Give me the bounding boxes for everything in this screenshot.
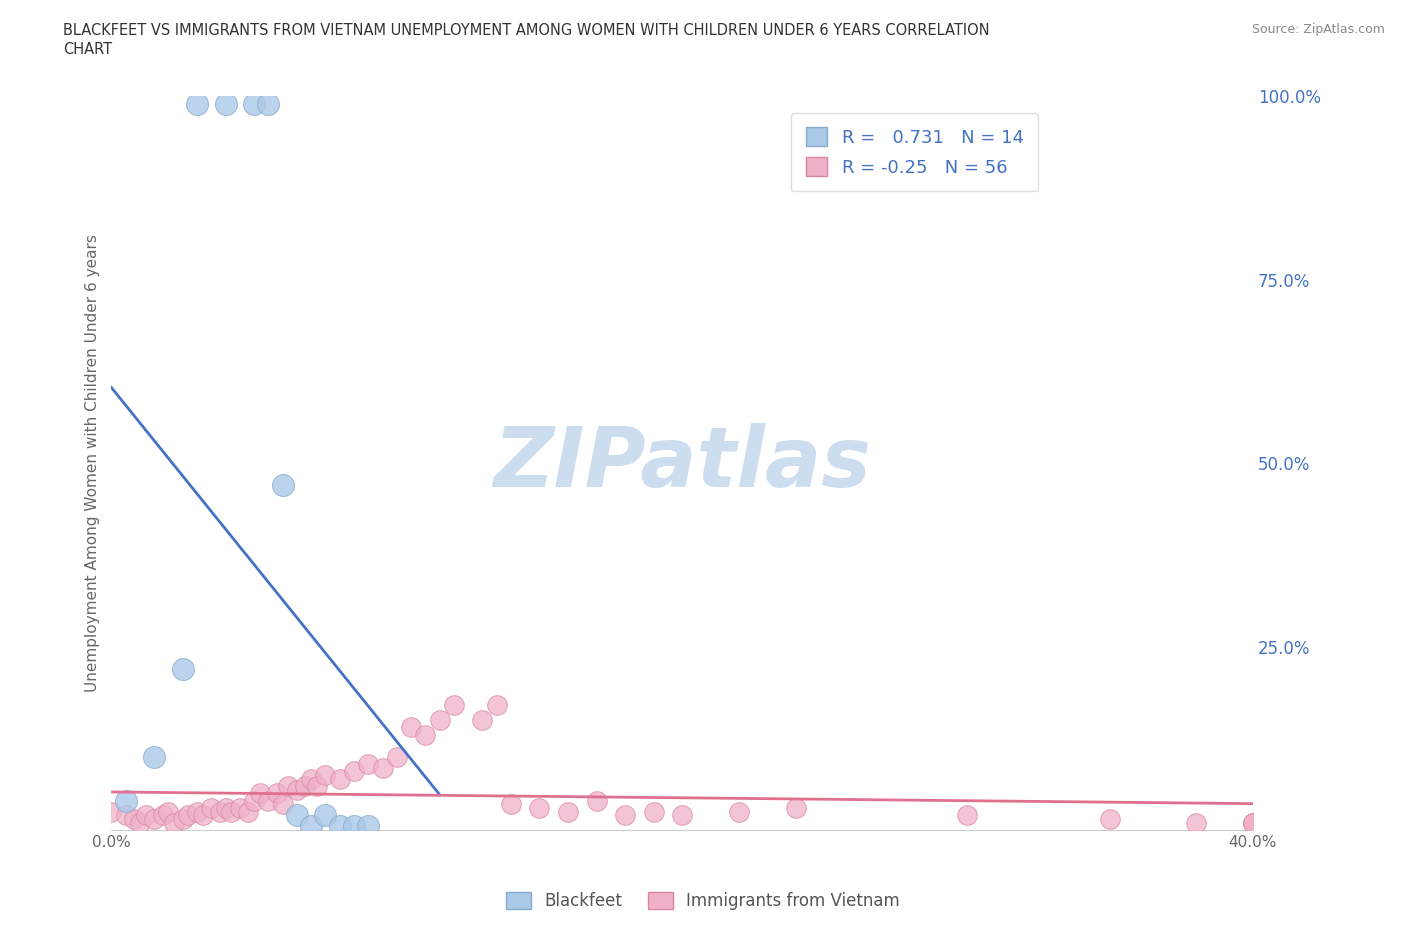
Point bbox=[343, 819, 366, 834]
Point bbox=[1241, 816, 1264, 830]
Point bbox=[114, 793, 136, 808]
Point bbox=[257, 793, 280, 808]
Y-axis label: Unemployment Among Women with Children Under 6 years: Unemployment Among Women with Children U… bbox=[86, 234, 100, 692]
Point bbox=[385, 750, 408, 764]
Point bbox=[200, 801, 222, 816]
Point bbox=[152, 808, 174, 823]
Point bbox=[238, 804, 260, 819]
Point bbox=[614, 808, 637, 823]
Point bbox=[305, 778, 328, 793]
Point bbox=[277, 778, 299, 793]
Point bbox=[357, 757, 380, 772]
Point bbox=[219, 804, 242, 819]
Point bbox=[172, 661, 194, 676]
Point bbox=[257, 97, 280, 112]
Point bbox=[529, 801, 551, 816]
Point bbox=[643, 804, 665, 819]
Point bbox=[172, 812, 194, 827]
Point bbox=[585, 793, 607, 808]
Point bbox=[956, 808, 979, 823]
Point bbox=[671, 808, 693, 823]
Point bbox=[728, 804, 751, 819]
Point bbox=[100, 804, 122, 819]
Point bbox=[229, 801, 252, 816]
Point bbox=[443, 698, 465, 712]
Text: Source: ZipAtlas.com: Source: ZipAtlas.com bbox=[1251, 23, 1385, 36]
Legend: Blackfeet, Immigrants from Vietnam: Blackfeet, Immigrants from Vietnam bbox=[499, 885, 907, 917]
Point bbox=[285, 782, 308, 797]
Point bbox=[243, 793, 266, 808]
Point bbox=[299, 771, 322, 786]
Point bbox=[343, 764, 366, 778]
Point bbox=[177, 808, 200, 823]
Point bbox=[186, 804, 208, 819]
Point bbox=[1241, 816, 1264, 830]
Text: BLACKFEET VS IMMIGRANTS FROM VIETNAM UNEMPLOYMENT AMONG WOMEN WITH CHILDREN UNDE: BLACKFEET VS IMMIGRANTS FROM VIETNAM UNE… bbox=[63, 23, 990, 38]
Point bbox=[371, 760, 394, 775]
Point bbox=[329, 819, 352, 834]
Point bbox=[314, 767, 336, 782]
Point bbox=[413, 727, 436, 742]
Point bbox=[785, 801, 807, 816]
Point bbox=[471, 712, 494, 727]
Point bbox=[299, 819, 322, 834]
Point bbox=[266, 786, 288, 801]
Point bbox=[499, 797, 522, 812]
Point bbox=[557, 804, 579, 819]
Point bbox=[249, 786, 271, 801]
Point bbox=[143, 750, 166, 764]
Point bbox=[135, 808, 157, 823]
Legend: R =   0.731   N = 14, R = -0.25   N = 56: R = 0.731 N = 14, R = -0.25 N = 56 bbox=[792, 113, 1039, 192]
Point bbox=[485, 698, 508, 712]
Point bbox=[271, 797, 294, 812]
Text: ZIPatlas: ZIPatlas bbox=[494, 423, 872, 504]
Point bbox=[191, 808, 214, 823]
Point bbox=[157, 804, 180, 819]
Point bbox=[314, 808, 336, 823]
Point bbox=[122, 812, 145, 827]
Point bbox=[1241, 816, 1264, 830]
Point bbox=[357, 819, 380, 834]
Point bbox=[1099, 812, 1122, 827]
Point bbox=[143, 812, 166, 827]
Point bbox=[329, 771, 352, 786]
Text: CHART: CHART bbox=[63, 42, 112, 57]
Point bbox=[163, 816, 186, 830]
Point bbox=[429, 712, 451, 727]
Point bbox=[399, 720, 422, 735]
Point bbox=[114, 808, 136, 823]
Point bbox=[243, 97, 266, 112]
Point bbox=[214, 801, 236, 816]
Point bbox=[285, 808, 308, 823]
Point bbox=[1184, 816, 1206, 830]
Point bbox=[271, 478, 294, 493]
Point bbox=[186, 97, 208, 112]
Point bbox=[294, 778, 316, 793]
Point bbox=[129, 816, 152, 830]
Point bbox=[208, 804, 231, 819]
Point bbox=[214, 97, 236, 112]
